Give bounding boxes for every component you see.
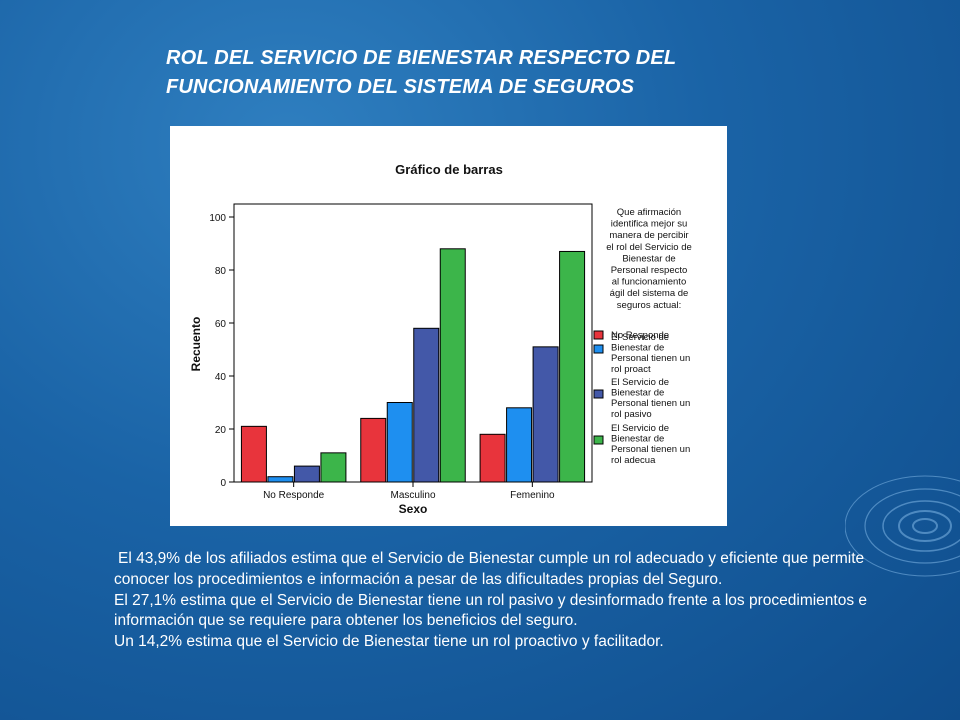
y-tick-label: 100 (209, 213, 226, 224)
y-tick-label: 60 (215, 319, 227, 330)
legend-label-line: No Responde (611, 330, 669, 341)
legend-swatch-1 (593, 330, 604, 340)
legend-label-line: Personal tienen un (611, 398, 690, 409)
bar-3-2 (413, 327, 440, 483)
y-tick-label: 80 (215, 266, 227, 277)
bar-4-1 (320, 452, 347, 483)
x-tick-label: No Responde (263, 490, 325, 501)
bar-1-3 (479, 433, 506, 483)
y-tick-label: 0 (220, 478, 226, 489)
chart-title: Gráfico de barras (395, 162, 503, 177)
bar-3-3 (532, 346, 559, 483)
legend-label-line: rol pasivo (611, 409, 652, 420)
legend-swatch-2 (593, 344, 604, 354)
legend-title-line: Bienestar de (622, 253, 675, 264)
legend-swatch-3 (593, 389, 604, 399)
legend-label-line: El Servicio de (611, 377, 669, 388)
legend-label-line: El Servicio de (611, 423, 669, 434)
legend-title-line: el rol del Servicio de (606, 242, 692, 253)
summary-text: El 43,9% de los afiliados estima que el … (114, 549, 874, 653)
legend-label-line: El Servicio de (611, 332, 669, 343)
bar-1-1 (240, 425, 267, 483)
bar-2-2 (386, 402, 413, 483)
slide-title: ROL DEL SERVICIO DE BIENESTAR RESPECTO D… (166, 44, 866, 102)
bar-4-2 (439, 248, 466, 483)
y-tick-label: 20 (215, 425, 227, 436)
x-tick-label: Femenino (510, 490, 555, 501)
bar-chart-panel: Gráfico de barras Recuento Sexo 0 20 40 60 8… (170, 126, 727, 526)
x-axis-label: Sexo (399, 502, 428, 516)
bar-1-2 (360, 417, 387, 483)
legend-title-line: al funcionamiento (612, 277, 686, 288)
legend-title-line: ágil del sistema de (610, 288, 689, 299)
legend-title-line: manera de percibir (609, 230, 688, 241)
slide-title-line-2: FUNCIONAMIENTO DEL SISTEMA DE SEGUROS (166, 76, 635, 98)
summary-paragraph-1: El 43,9% de los afiliados estima que el … (114, 550, 865, 588)
legend-label-line: Bienestar de (611, 343, 664, 354)
legend-label-line: Bienestar de (611, 388, 664, 399)
legend-swatch-4 (593, 435, 604, 445)
legend-label-line: rol proact (611, 364, 651, 375)
summary-paragraph-2: El 27,1% estima que el Servicio de Biene… (114, 591, 868, 630)
bar-2-1 (267, 476, 294, 483)
bar-chart: Gráfico de barras Recuento Sexo 0 20 40 60 8… (189, 162, 692, 516)
slide-title-line-1: ROL DEL SERVICIO DE BIENESTAR RESPECTO D… (166, 47, 677, 69)
y-axis-label: Recuento (189, 317, 203, 372)
legend-label-line: Personal tienen un (611, 353, 690, 364)
y-tick-label: 40 (215, 372, 227, 383)
bar-2-3 (506, 407, 533, 483)
legend-title-line: Personal respecto (611, 265, 688, 276)
legend-title-line: Que afirmación (617, 207, 681, 218)
legend-label-line: rol adecua (611, 455, 656, 466)
legend-title-line: seguros actual: (617, 300, 681, 311)
legend-label-line: Bienestar de (611, 434, 664, 445)
water-ripple-decoration (845, 475, 960, 577)
summary-paragraph-3: Un 14,2% estima que el Servicio de Biene… (114, 633, 664, 651)
legend-title-line: identifica mejor su (611, 219, 688, 230)
x-tick-label: Masculino (390, 490, 435, 501)
bar-4-3 (559, 250, 586, 483)
bar-3-1 (293, 465, 320, 483)
legend-label-line: Personal tienen un (611, 444, 690, 455)
